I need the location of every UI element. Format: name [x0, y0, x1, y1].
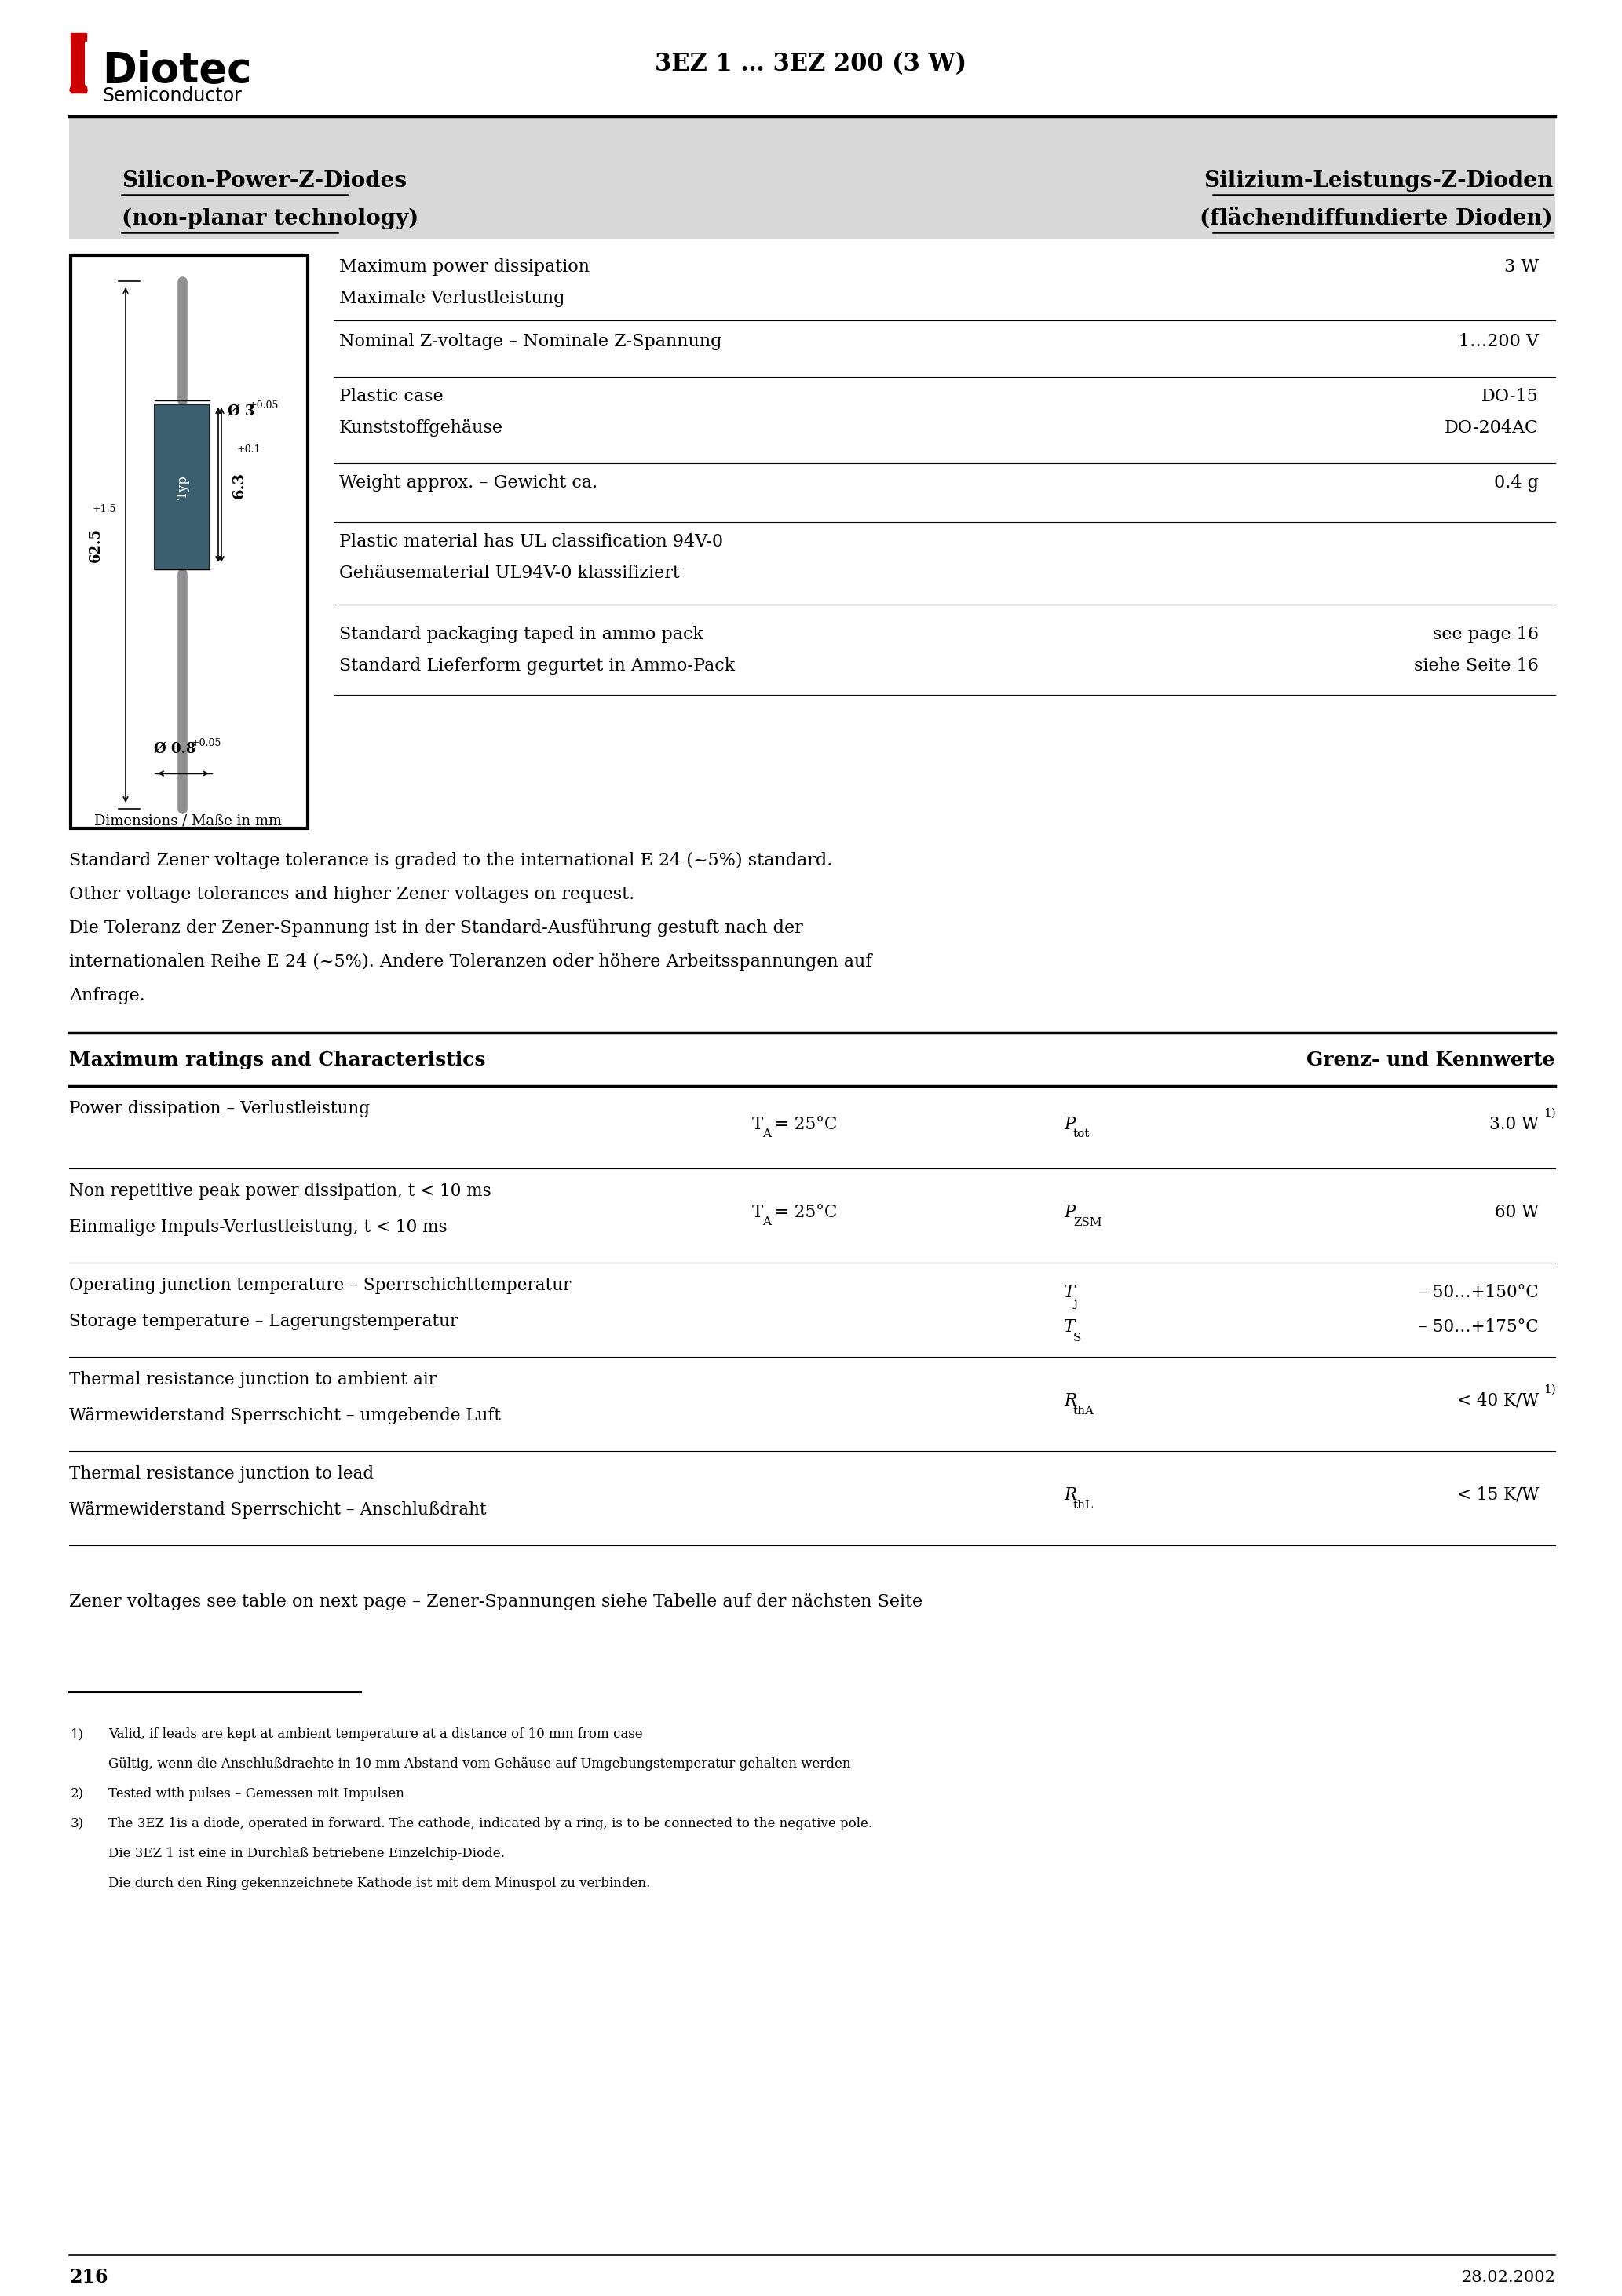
Text: R: R — [1064, 1486, 1077, 1504]
Text: P: P — [1064, 1203, 1075, 1221]
Text: Diotec: Diotec — [102, 51, 251, 92]
Text: T: T — [753, 1116, 764, 1132]
Text: Wärmewiderstand Sperrschicht – Anschlußdraht: Wärmewiderstand Sperrschicht – Anschlußd… — [70, 1502, 487, 1518]
Text: Thermal resistance junction to lead: Thermal resistance junction to lead — [70, 1465, 373, 1483]
Text: tot: tot — [1074, 1130, 1090, 1139]
Text: DO-204AC: DO-204AC — [1445, 420, 1539, 436]
Text: Weight approx. – Gewicht ca.: Weight approx. – Gewicht ca. — [339, 475, 597, 491]
Text: Gültig, wenn die Anschlußdraehte in 10 mm Abstand vom Gehäuse auf Umgebungstempe: Gültig, wenn die Anschlußdraehte in 10 m… — [109, 1756, 850, 1770]
Text: Die Toleranz der Zener-Spannung ist in der Standard-Ausführung gestuft nach der: Die Toleranz der Zener-Spannung ist in d… — [70, 918, 803, 937]
Polygon shape — [71, 32, 86, 41]
Text: Kunststoffgehäuse: Kunststoffgehäuse — [339, 420, 503, 436]
Text: 3): 3) — [71, 1816, 84, 1830]
Text: Typ: Typ — [177, 475, 190, 498]
Text: (non-planar technology): (non-planar technology) — [122, 207, 418, 230]
Text: Wärmewiderstand Sperrschicht – umgebende Luft: Wärmewiderstand Sperrschicht – umgebende… — [70, 1407, 501, 1424]
Text: Standard Lieferform gegurtet in Ammo-Pack: Standard Lieferform gegurtet in Ammo-Pac… — [339, 657, 735, 675]
Text: Zener voltages see table on next page – Zener-Spannungen siehe Tabelle auf der n: Zener voltages see table on next page – … — [70, 1593, 923, 1609]
Text: 0.4 g: 0.4 g — [1494, 475, 1539, 491]
Text: internationalen Reihe E 24 (~5%). Andere Toleranzen oder höhere Arbeitsspannunge: internationalen Reihe E 24 (~5%). Andere… — [70, 953, 873, 971]
Text: Einmalige Impuls-Verlustleistung, t < 10 ms: Einmalige Impuls-Verlustleistung, t < 10… — [70, 1219, 448, 1235]
Text: Semiconductor: Semiconductor — [102, 87, 242, 106]
Text: Storage temperature – Lagerungstemperatur: Storage temperature – Lagerungstemperatu… — [70, 1313, 457, 1329]
Polygon shape — [70, 83, 88, 92]
Text: 1): 1) — [71, 1727, 84, 1740]
Text: Thermal resistance junction to ambient air: Thermal resistance junction to ambient a… — [70, 1371, 436, 1389]
Text: 28.02.2002: 28.02.2002 — [1461, 2271, 1555, 2285]
Text: ZSM: ZSM — [1074, 1217, 1101, 1228]
Text: The 3EZ 1is a diode, operated in forward. The cathode, indicated by a ring, is t: The 3EZ 1is a diode, operated in forward… — [109, 1816, 873, 1830]
Text: 60 W: 60 W — [1494, 1203, 1539, 1221]
Text: T: T — [753, 1203, 764, 1221]
Text: < 15 K/W: < 15 K/W — [1457, 1486, 1539, 1504]
Text: 1): 1) — [1544, 1107, 1555, 1118]
Text: +1.5: +1.5 — [92, 503, 117, 514]
Text: 1…200 V: 1…200 V — [1458, 333, 1539, 351]
Text: (flächendiffundierte Dioden): (flächendiffundierte Dioden) — [1200, 207, 1552, 230]
Text: +0.05: +0.05 — [248, 400, 279, 411]
Text: Silicon-Power-Z-Diodes: Silicon-Power-Z-Diodes — [122, 170, 407, 191]
Text: Plastic case: Plastic case — [339, 388, 443, 404]
Text: Maximum power dissipation: Maximum power dissipation — [339, 259, 590, 276]
Text: Standard packaging taped in ammo pack: Standard packaging taped in ammo pack — [339, 627, 704, 643]
Text: Dimensions / Maße in mm: Dimensions / Maße in mm — [94, 813, 282, 827]
Text: 3EZ 1 … 3EZ 200 (3 W): 3EZ 1 … 3EZ 200 (3 W) — [655, 53, 967, 76]
Text: S: S — [1074, 1332, 1082, 1343]
Text: Standard Zener voltage tolerance is graded to the international E 24 (~5%) stand: Standard Zener voltage tolerance is grad… — [70, 852, 832, 870]
Text: 1): 1) — [1544, 1384, 1555, 1396]
Text: – 50…+175°C: – 50…+175°C — [1419, 1318, 1539, 1336]
Text: A: A — [762, 1217, 770, 1228]
Text: 62.5: 62.5 — [89, 528, 102, 563]
Text: thL: thL — [1074, 1499, 1093, 1511]
Polygon shape — [71, 87, 86, 92]
Text: Plastic material has UL classification 94V-0: Plastic material has UL classification 9… — [339, 533, 723, 551]
Text: T: T — [1064, 1318, 1075, 1336]
Text: = 25°C: = 25°C — [769, 1116, 837, 1132]
Text: Operating junction temperature – Sperrschichttemperatur: Operating junction temperature – Sperrsc… — [70, 1277, 571, 1295]
Text: Grenz- und Kennwerte: Grenz- und Kennwerte — [1307, 1052, 1555, 1070]
Text: +0.1: +0.1 — [237, 443, 261, 455]
Text: Valid, if leads are kept at ambient temperature at a distance of 10 mm from case: Valid, if leads are kept at ambient temp… — [109, 1727, 642, 1740]
Text: thA: thA — [1074, 1405, 1095, 1417]
Text: Non repetitive peak power dissipation, t < 10 ms: Non repetitive peak power dissipation, t… — [70, 1182, 491, 1201]
Text: 3.0 W: 3.0 W — [1489, 1116, 1539, 1132]
Text: Maximum ratings and Characteristics: Maximum ratings and Characteristics — [70, 1052, 485, 1070]
Bar — [70, 117, 1555, 239]
Text: Anfrage.: Anfrage. — [70, 987, 144, 1003]
Text: 216: 216 — [70, 2268, 109, 2287]
Bar — [154, 404, 209, 569]
Text: Ø 3: Ø 3 — [227, 404, 255, 418]
Text: = 25°C: = 25°C — [769, 1203, 837, 1221]
Text: Die durch den Ring gekennzeichnete Kathode ist mit dem Minuspol zu verbinden.: Die durch den Ring gekennzeichnete Katho… — [109, 1876, 650, 1890]
Text: Nominal Z-voltage – Nominale Z-Spannung: Nominal Z-voltage – Nominale Z-Spannung — [339, 333, 722, 351]
Text: T: T — [1064, 1283, 1075, 1302]
Text: Ø 0.8: Ø 0.8 — [154, 742, 196, 755]
Text: see page 16: see page 16 — [1432, 627, 1539, 643]
Text: 6.3: 6.3 — [232, 473, 247, 498]
Text: R: R — [1064, 1391, 1077, 1410]
Text: Die 3EZ 1 ist eine in Durchlaß betriebene Einzelchip-Diode.: Die 3EZ 1 ist eine in Durchlaß betrieben… — [109, 1846, 504, 1860]
Text: Power dissipation – Verlustleistung: Power dissipation – Verlustleistung — [70, 1100, 370, 1118]
Text: DO-15: DO-15 — [1481, 388, 1539, 404]
Bar — [71, 255, 308, 829]
Text: Maximale Verlustleistung: Maximale Verlustleistung — [339, 289, 564, 308]
Text: j: j — [1074, 1297, 1077, 1309]
Text: P: P — [1064, 1116, 1075, 1132]
Text: < 40 K/W: < 40 K/W — [1457, 1391, 1539, 1410]
Text: A: A — [762, 1127, 770, 1139]
Text: Tested with pulses – Gemessen mit Impulsen: Tested with pulses – Gemessen mit Impuls… — [109, 1786, 404, 1800]
Text: 2): 2) — [71, 1786, 84, 1800]
Text: +0.05: +0.05 — [191, 737, 222, 748]
Text: Other voltage tolerances and higher Zener voltages on request.: Other voltage tolerances and higher Zene… — [70, 886, 634, 902]
Text: Gehäusematerial UL94V-0 klassifiziert: Gehäusematerial UL94V-0 klassifiziert — [339, 565, 680, 581]
Text: – 50…+150°C: – 50…+150°C — [1419, 1283, 1539, 1302]
Text: 3 W: 3 W — [1504, 259, 1539, 276]
Text: siehe Seite 16: siehe Seite 16 — [1414, 657, 1539, 675]
Bar — [71, 32, 84, 92]
Text: Silizium-Leistungs-Z-Dioden: Silizium-Leistungs-Z-Dioden — [1204, 170, 1552, 191]
